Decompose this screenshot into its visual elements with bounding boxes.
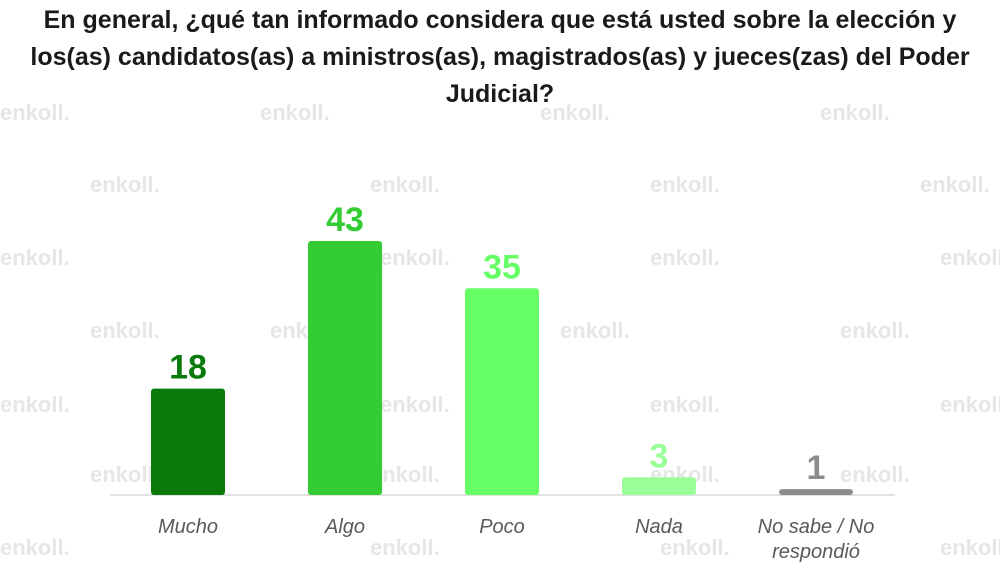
category-label: No sabe / No respondió	[758, 516, 875, 563]
bar-value-label: 35	[483, 248, 521, 286]
category-label: Poco	[479, 516, 525, 538]
category-label: Algo	[324, 516, 365, 538]
category-label: Mucho	[158, 516, 218, 538]
category-label: Nada	[635, 516, 683, 538]
bar-4	[779, 489, 853, 495]
bar-2	[465, 288, 539, 495]
bar-0	[151, 388, 225, 495]
bar-1	[308, 241, 382, 495]
bar-value-label: 43	[326, 201, 364, 239]
chart-title: En general, ¿qué tan informado considera…	[30, 6, 970, 108]
bar-value-label: 18	[169, 349, 207, 387]
bar-value-label: 1	[807, 449, 826, 487]
bar-value-label: 3	[650, 437, 669, 475]
bar-3	[622, 477, 696, 495]
